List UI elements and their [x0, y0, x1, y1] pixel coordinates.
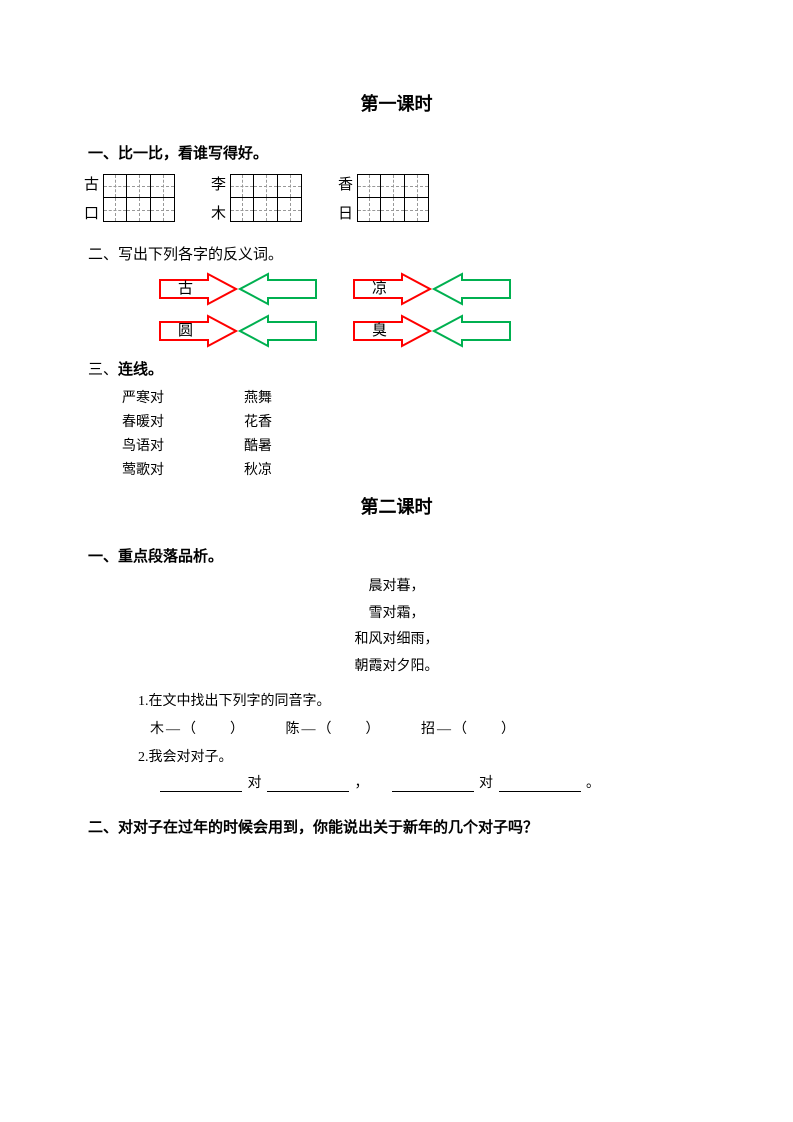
- grid-block: 李 木: [211, 171, 302, 225]
- grid-block: 古 口: [84, 171, 175, 225]
- l2-sec2-heading: 二、对对子在过年的时候会用到，你能说出关于新年的几个对子吗？: [88, 816, 705, 837]
- l1-sec1-grid-row: 古 口 李 木 香 日: [84, 171, 705, 225]
- svg-text:圆: 圆: [178, 323, 193, 339]
- l1-sec2-arrows: 古凉圆臭: [88, 272, 705, 348]
- match-table: 严寒对 春暖对 鸟语对 莺歌对 燕舞 花香 酷暑 秋凉: [122, 387, 705, 479]
- lesson1-title: 第一课时: [88, 90, 705, 116]
- match-right: 秋凉: [244, 459, 272, 479]
- arrow-row: 古凉: [158, 272, 705, 306]
- poem-line: 晨对暮，: [88, 574, 705, 601]
- match-right: 花香: [244, 411, 272, 431]
- blank[interactable]: [267, 776, 349, 792]
- blank[interactable]: [392, 776, 474, 792]
- grid-block: 香 日: [338, 171, 429, 225]
- blank[interactable]: [499, 776, 581, 792]
- arrow-pair: 圆: [158, 314, 318, 348]
- lesson2-title: 第二课时: [88, 493, 705, 519]
- q1-item: 木—（ ）: [150, 722, 246, 737]
- worksheet-page: 第一课时 一、比一比，看谁写得好。 古 口 李 木: [0, 0, 793, 1122]
- poem-line: 雪对霜，: [88, 601, 705, 628]
- q1-label: 1.在文中找出下列字的同音字。: [138, 688, 705, 716]
- match-right: 酷暑: [244, 435, 272, 455]
- arrow-pair: 臭: [352, 314, 512, 348]
- l1-sec3-heading-label: 三、: [88, 362, 118, 378]
- char-top: 李: [211, 173, 226, 194]
- q2-period: 。: [586, 776, 600, 791]
- l2-sec1-heading: 一、重点段落品析。: [88, 545, 705, 566]
- char-bottom: 日: [338, 202, 353, 223]
- char-top: 香: [338, 173, 353, 194]
- q1-item: 招—（ ）: [421, 722, 517, 737]
- svg-text:古: 古: [178, 280, 193, 297]
- l1-sec2-heading: 二、写出下列各字的反义词。: [88, 243, 705, 264]
- char-top: 古: [84, 173, 99, 194]
- char-col: 香 日: [338, 171, 353, 225]
- poem: 晨对暮， 雪对霜， 和风对细雨， 朝霞对夕阳。: [88, 574, 705, 680]
- q2-dui: 对: [248, 776, 262, 791]
- svg-text:臭: 臭: [372, 322, 387, 339]
- match-left: 莺歌对: [122, 459, 164, 479]
- l1-sec1-heading: 一、比一比，看谁写得好。: [88, 142, 705, 163]
- l1-sec3-heading: 三、连线。: [88, 358, 705, 379]
- svg-text:凉: 凉: [372, 280, 387, 297]
- match-left: 严寒对: [122, 387, 164, 407]
- blank[interactable]: [160, 776, 242, 792]
- char-bottom: 口: [84, 202, 99, 223]
- match-right-col: 燕舞 花香 酷暑 秋凉: [244, 387, 272, 479]
- match-left: 春暖对: [122, 411, 164, 431]
- q1-items: 木—（ ） 陈—（ ） 招—（ ）: [138, 716, 705, 744]
- q2-blanks: 对 ， 对 。: [158, 772, 705, 792]
- arrow-pair: 凉: [352, 272, 512, 306]
- arrow-pair: 古: [158, 272, 318, 306]
- q1-item: 陈—（ ）: [286, 722, 382, 737]
- char-col: 古 口: [84, 171, 99, 225]
- poem-line: 朝霞对夕阳。: [88, 654, 705, 681]
- tianzi-grid: [230, 174, 302, 222]
- q2-comma: ，: [355, 776, 369, 791]
- match-left: 鸟语对: [122, 435, 164, 455]
- q1-block: 1.在文中找出下列字的同音字。 木—（ ） 陈—（ ） 招—（ ） 2.我会对对…: [138, 688, 705, 772]
- arrow-row: 圆臭: [158, 314, 705, 348]
- q2-dui: 对: [479, 776, 493, 791]
- char-col: 李 木: [211, 171, 226, 225]
- poem-line: 和风对细雨，: [88, 627, 705, 654]
- tianzi-grid: [357, 174, 429, 222]
- char-bottom: 木: [211, 202, 226, 223]
- l1-sec3-heading-bold: 连线。: [118, 362, 163, 378]
- match-left-col: 严寒对 春暖对 鸟语对 莺歌对: [122, 387, 164, 479]
- q2-label: 2.我会对对子。: [138, 744, 705, 772]
- match-right: 燕舞: [244, 387, 272, 407]
- tianzi-grid: [103, 174, 175, 222]
